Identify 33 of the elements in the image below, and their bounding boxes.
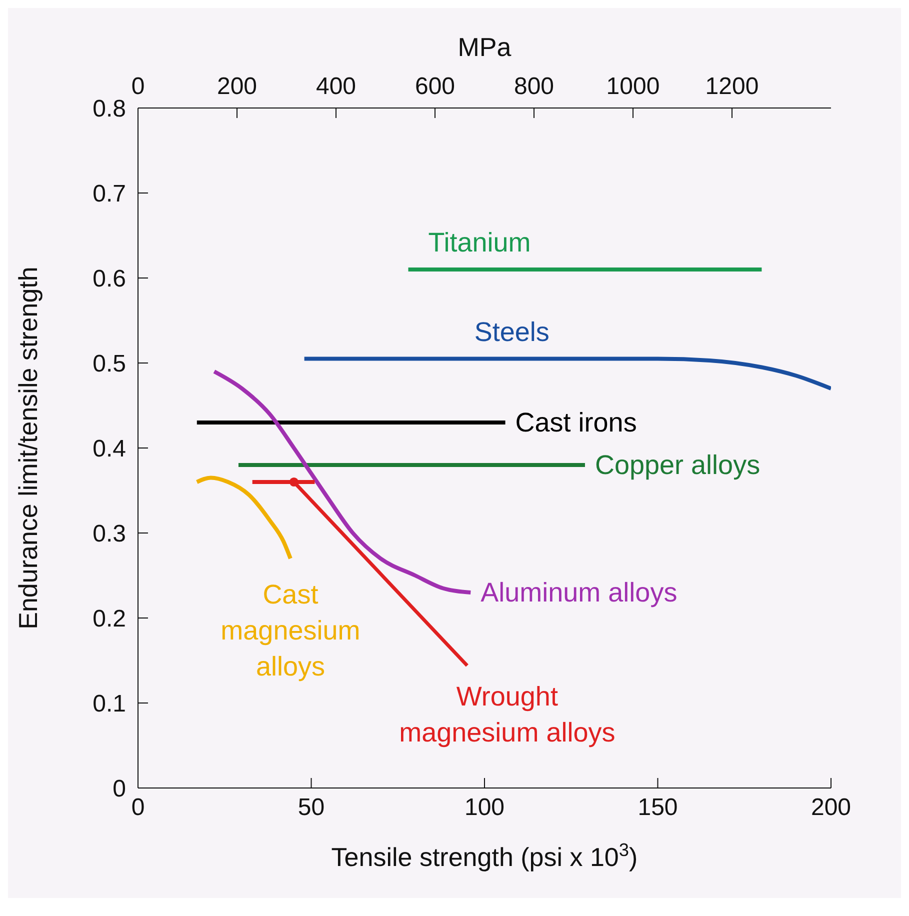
y-tick-label: 0.4: [92, 436, 126, 463]
y-tick-label: 0.2: [92, 606, 126, 633]
y-tick-label: 0.8: [92, 96, 126, 123]
line-series: [194, 476, 292, 560]
y-tick-label: 0.3: [92, 520, 126, 548]
text: Wrought magnesium alloys: [399, 682, 616, 748]
y-tick-label: 0.1: [92, 690, 126, 718]
series-label: Aluminum alloys: [480, 578, 678, 608]
y-tick-label: 0.7: [92, 180, 126, 208]
x2-tick-label: 1000: [606, 73, 660, 100]
x-tick-label: 0: [131, 794, 145, 822]
series-label: Titanium: [428, 228, 531, 258]
x-tick-label: 50: [298, 794, 325, 822]
x-tick-label: 200: [810, 794, 852, 822]
x-tick-label: 100: [464, 794, 505, 822]
y-tick-label: 0.6: [92, 266, 126, 293]
x2-tick-label: 0: [131, 73, 145, 100]
x2-tick-label: 200: [216, 73, 258, 100]
x2-tick-label: 400: [316, 73, 356, 100]
series-label: Cast irons: [515, 408, 637, 438]
x-axis-title: Tensile strength (psi x 10$^{3}$): [331, 840, 638, 872]
x2-tick-label: 1200: [705, 73, 759, 100]
line-series: [302, 356, 831, 390]
y-axis-title: Endurance limit/tensile strength: [13, 266, 44, 630]
series-label: Steels: [474, 316, 550, 347]
x2-axis-title: MPa: [458, 32, 512, 62]
y-tick-label: 0: [112, 776, 126, 803]
y-tick-label: 0.5: [92, 350, 126, 378]
x2-tick-label: 600: [414, 73, 456, 100]
x2-tick-label: 800: [514, 73, 554, 100]
x-tick-label: 150: [638, 794, 678, 822]
text: Cast magnesium alloys: [220, 580, 360, 682]
series-label: Copper alloys: [594, 450, 760, 480]
